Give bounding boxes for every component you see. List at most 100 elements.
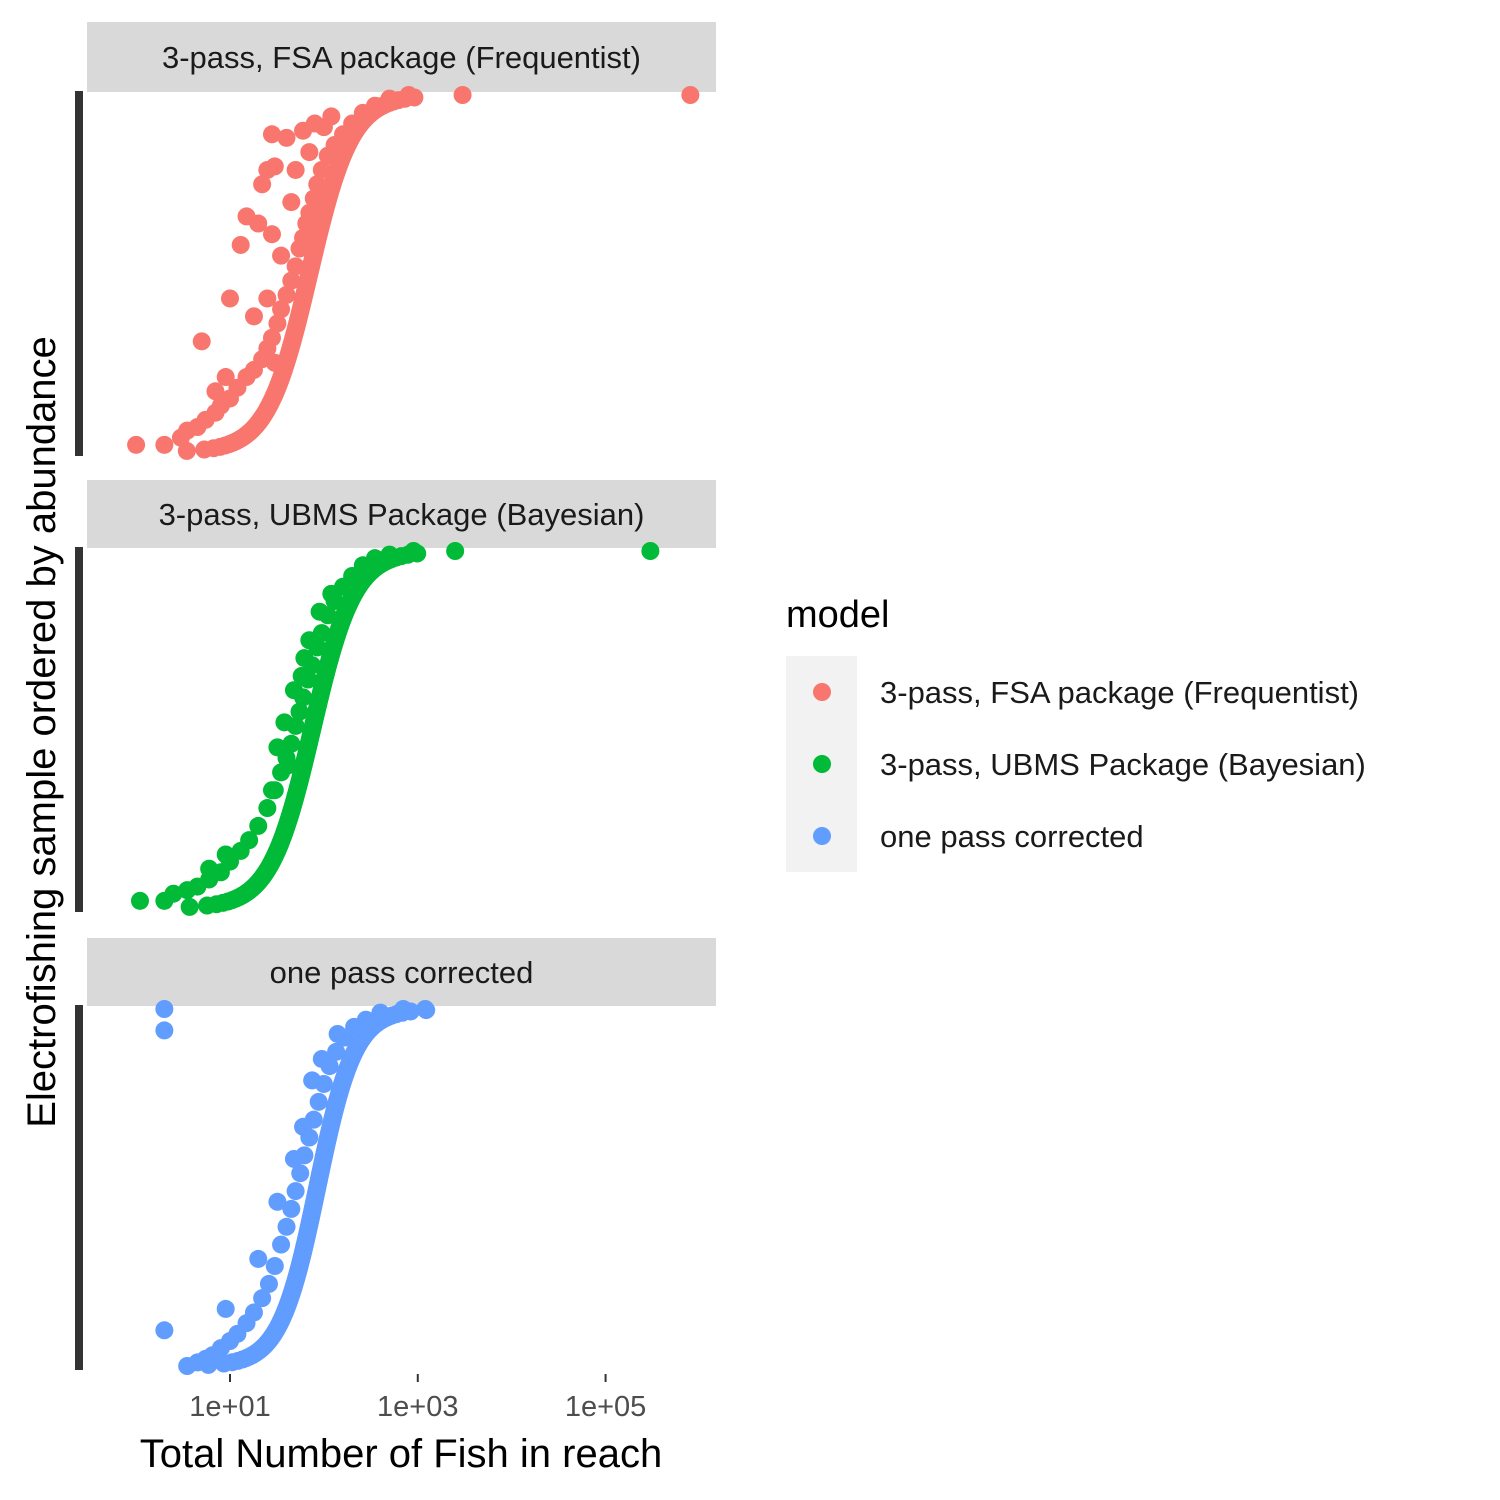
data-point xyxy=(453,86,472,104)
legend-label: one pass corrected xyxy=(880,819,1144,854)
data-point xyxy=(322,584,341,603)
data-point xyxy=(268,1192,287,1211)
data-point xyxy=(268,314,287,333)
data-point xyxy=(279,756,298,775)
data-point xyxy=(310,602,329,621)
data-point xyxy=(262,225,281,244)
data-point xyxy=(380,89,399,108)
data-point xyxy=(155,1000,174,1018)
data-point xyxy=(416,1000,435,1018)
facet-strip xyxy=(87,480,716,548)
facet-strip-label: one pass corrected xyxy=(270,955,534,990)
data-point xyxy=(309,1092,328,1111)
data-point xyxy=(244,1303,263,1322)
data-point xyxy=(282,193,301,212)
data-point xyxy=(291,1164,310,1183)
data-point xyxy=(295,649,314,668)
data-point xyxy=(265,1257,284,1276)
y-axis-title: Electrofishing sample ordered by abundan… xyxy=(20,336,64,1128)
data-point xyxy=(294,228,313,247)
data-point xyxy=(262,328,281,347)
data-point xyxy=(216,845,235,864)
data-point xyxy=(272,1235,291,1254)
data-point xyxy=(253,175,272,194)
data-point xyxy=(216,368,235,387)
data-point xyxy=(262,125,281,144)
legend-swatch xyxy=(813,755,831,773)
data-point xyxy=(284,681,303,700)
data-point xyxy=(328,1024,347,1043)
data-point xyxy=(262,781,281,800)
panels-layer: 3-pass, FSA package (Frequentist) 3-pass,… xyxy=(75,22,716,1375)
x-tick-label: 1e+03 xyxy=(377,1391,458,1423)
data-point xyxy=(308,175,327,194)
data-point xyxy=(127,435,146,454)
data-point xyxy=(394,1000,413,1018)
data-point xyxy=(216,1299,235,1318)
data-point xyxy=(371,1003,390,1022)
legend-swatch xyxy=(813,827,831,845)
data-point xyxy=(192,332,211,351)
data-point xyxy=(282,1199,301,1218)
data-point xyxy=(290,702,309,721)
data-point xyxy=(240,831,259,850)
data-point xyxy=(249,214,268,233)
data-point xyxy=(286,160,305,179)
data-point xyxy=(446,542,465,560)
data-point xyxy=(272,246,291,265)
data-point xyxy=(300,203,319,222)
data-point xyxy=(265,157,284,176)
data-point xyxy=(286,1182,305,1201)
data-point xyxy=(259,1274,278,1293)
data-point xyxy=(304,189,323,208)
facet-panel: one pass corrected xyxy=(75,938,716,1375)
facet-strip xyxy=(87,938,716,1006)
data-point xyxy=(327,1042,346,1061)
legend-label: 3-pass, FSA package (Frequentist) xyxy=(880,675,1359,710)
data-point xyxy=(282,734,301,753)
data-point xyxy=(155,1021,174,1040)
data-point xyxy=(253,1289,272,1308)
data-point xyxy=(206,382,225,401)
data-point xyxy=(365,96,384,115)
legend-title: model xyxy=(786,594,890,636)
data-point xyxy=(322,107,341,126)
data-point xyxy=(220,289,239,308)
data-point xyxy=(275,713,294,732)
legend: model 3-pass, FSA package (Frequentist) 3… xyxy=(786,594,1366,872)
data-point xyxy=(312,1049,331,1068)
facet-strip-label: 3-pass, UBMS Package (Bayesian) xyxy=(159,497,645,532)
data-point xyxy=(294,1117,313,1136)
facet-strip xyxy=(87,22,716,92)
data-point xyxy=(180,897,199,916)
x-axis-title: Total Number of Fish in reach xyxy=(140,1432,662,1476)
data-point xyxy=(365,549,384,568)
data-point xyxy=(258,289,277,308)
legend-item: 3-pass, FSA package (Frequentist) xyxy=(786,656,1359,728)
data-point xyxy=(380,545,399,564)
legend-item: one pass corrected xyxy=(786,800,1144,872)
data-point xyxy=(265,353,284,372)
x-tick-label: 1e+01 xyxy=(189,1391,270,1423)
data-point xyxy=(404,542,423,560)
data-point xyxy=(164,884,183,903)
data-point xyxy=(258,799,277,818)
data-point xyxy=(300,631,319,650)
x-axis: 1e+01 1e+03 1e+05 xyxy=(189,1374,646,1423)
legend-swatch xyxy=(813,683,831,701)
data-point xyxy=(282,271,301,290)
legend-label: 3-pass, UBMS Package (Bayesian) xyxy=(880,747,1366,782)
data-point xyxy=(284,1149,303,1168)
data-point xyxy=(277,285,296,304)
data-point xyxy=(312,160,331,179)
data-point xyxy=(286,257,305,276)
legend-item: 3-pass, UBMS Package (Bayesian) xyxy=(786,728,1366,800)
data-point xyxy=(277,128,296,147)
data-point xyxy=(200,859,219,878)
facet-strip-label: 3-pass, FSA package (Frequentist) xyxy=(162,40,641,75)
data-point xyxy=(249,816,268,835)
data-point xyxy=(268,738,287,757)
data-point xyxy=(249,1249,268,1268)
facet-panel: 3-pass, UBMS Package (Bayesian) xyxy=(75,480,716,916)
